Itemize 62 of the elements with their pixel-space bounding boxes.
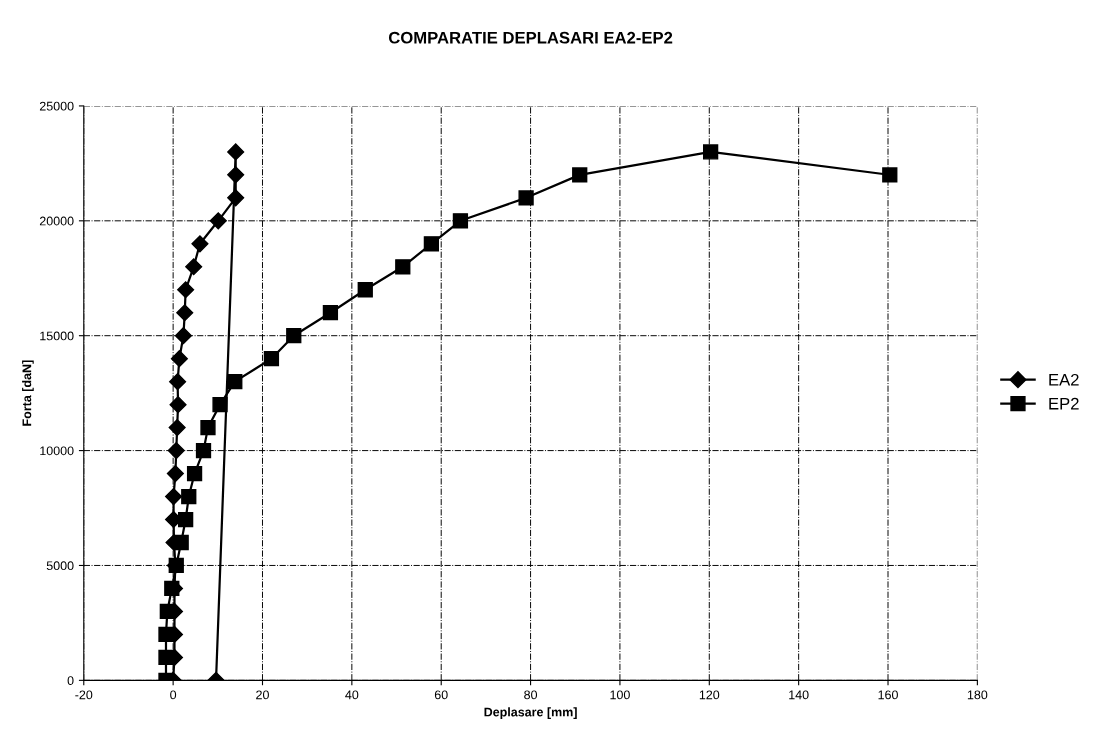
point — [159, 603, 175, 620]
point — [572, 167, 588, 183]
y-tick-label: 20000 — [39, 216, 74, 226]
y-axis-title: Forta [daN] — [22, 360, 34, 426]
point — [158, 626, 174, 643]
legend-label: EA2 — [1049, 373, 1079, 386]
point — [186, 465, 203, 482]
point — [166, 465, 184, 483]
point — [174, 327, 192, 345]
point — [167, 442, 185, 460]
point — [177, 281, 195, 299]
point — [200, 419, 216, 436]
x-tick-label: 180 — [967, 690, 988, 700]
point — [185, 258, 203, 276]
point — [395, 259, 411, 275]
x-tick-label: 40 — [345, 690, 359, 700]
point — [176, 304, 194, 322]
point — [195, 442, 212, 459]
point — [518, 190, 534, 206]
point — [165, 487, 183, 506]
point — [169, 396, 187, 414]
point — [169, 373, 187, 391]
x-axis-title: Deplasare [mm] — [484, 707, 577, 719]
point — [227, 189, 245, 207]
point — [168, 419, 186, 437]
point — [178, 511, 194, 528]
y-tick-label: 10000 — [40, 446, 74, 456]
point — [191, 235, 209, 253]
point — [227, 143, 245, 161]
point — [357, 282, 373, 298]
point — [164, 580, 180, 597]
point — [212, 396, 228, 413]
point — [286, 328, 302, 344]
point — [209, 212, 227, 230]
point — [423, 236, 440, 252]
point — [181, 488, 197, 505]
point — [168, 557, 184, 574]
x-tick-label: 20 — [256, 690, 269, 700]
point — [227, 374, 243, 390]
point — [452, 213, 469, 229]
x-tick-label: 100 — [610, 690, 630, 700]
y-tick-label: 15000 — [40, 331, 74, 341]
x-tick-label: 140 — [789, 690, 809, 700]
y-tick-label: 0 — [67, 676, 74, 685]
point — [702, 144, 719, 160]
x-tick-label: 160 — [878, 690, 898, 700]
x-tick-label: 80 — [524, 690, 538, 700]
point — [158, 649, 174, 666]
point — [263, 351, 280, 367]
x-tick-label: 0 — [170, 690, 177, 700]
legend-label: EP2 — [1049, 397, 1079, 410]
x-tick-label: 60 — [434, 690, 448, 700]
point — [882, 167, 898, 183]
x-tick-label: 120 — [699, 690, 720, 700]
x-tick-label: -20 — [75, 690, 93, 700]
point — [173, 534, 189, 551]
point — [322, 305, 339, 321]
y-tick-label: 25000 — [39, 101, 74, 111]
point — [227, 166, 245, 184]
point — [170, 350, 188, 368]
y-tick-label: 5000 — [46, 561, 74, 571]
chart-title: COMPARATIE DEPLASARI EA2-EP2 — [388, 31, 673, 44]
